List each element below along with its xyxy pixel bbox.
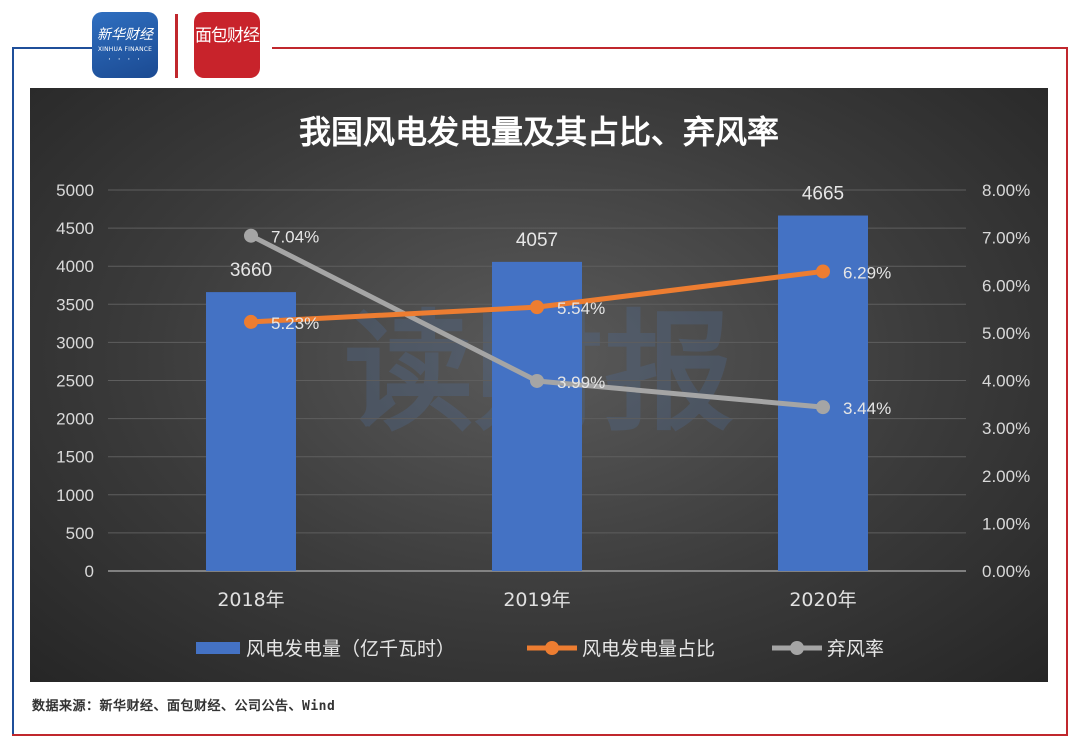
generation-bar xyxy=(206,292,296,571)
chart-title: 我国风电发电量及其占比、弃风率 xyxy=(299,113,779,151)
x-axis-tick-label: 2020年 xyxy=(789,589,856,611)
right-axis-tick-label: 6.00% xyxy=(982,276,1030,295)
xinhua-logo-en: XINHUA FINANCE xyxy=(97,46,153,53)
share-point-label: 5.23% xyxy=(271,314,319,333)
left-axis-tick-label: 3500 xyxy=(56,295,94,314)
left-axis-tick-label: 1500 xyxy=(56,448,94,467)
mianbao-logo-text: 面包财经 xyxy=(195,26,260,46)
chart-legend: 风电发电量（亿千瓦时） 风电发电量占比 弃风率 xyxy=(196,638,884,660)
frame-top-right-line xyxy=(272,47,1068,49)
bar-series xyxy=(206,215,868,571)
frame-top-left-line xyxy=(12,47,92,49)
share-point xyxy=(816,264,830,279)
curtailment-point xyxy=(816,400,830,415)
left-axis-tick-label: 0 xyxy=(85,562,94,581)
logo-separator xyxy=(175,14,178,78)
right-axis-tick-label: 8.00% xyxy=(982,181,1030,200)
line-series xyxy=(244,228,830,415)
left-axis-ticks: 0 500 1000 1500 2000 2500 3000 3500 4000 4500 5000 xyxy=(56,181,94,581)
mianbao-finance-logo: 面包财经 xyxy=(194,12,260,78)
right-axis-tick-label: 2.00% xyxy=(982,467,1030,486)
generation-bar-label: 3660 xyxy=(230,260,272,281)
x-axis-tick-label: 2019年 xyxy=(503,589,570,611)
right-axis-tick-label: 0.00% xyxy=(982,562,1030,581)
legend-label-generation: 风电发电量（亿千瓦时） xyxy=(246,638,455,660)
data-labels: 3660 4057 4665 7.04% 3.99% 3.44% 5.23% 5.54% 6.2… xyxy=(230,184,891,419)
xinhua-finance-logo: 新华财经 XINHUA FINANCE · · · · xyxy=(92,12,158,78)
x-axis-tick-label: 2018年 xyxy=(217,589,284,611)
chart-svg: 读财报 我国风电发电量及其占比、弃风率 05001000150020002500… xyxy=(56,113,1030,660)
curtailment-point-label: 7.04% xyxy=(271,228,319,247)
left-axis-tick-label: 2000 xyxy=(56,410,94,429)
curtailment-point-label: 3.99% xyxy=(557,373,605,392)
xinhua-logo-cn: 新华财经 xyxy=(97,27,153,43)
legend-label-curtailment: 弃风率 xyxy=(827,638,884,660)
right-axis-ticks: 0.00% 1.00% 2.00% 3.00% 4.00% 5.00% 6.00% 7.00%… xyxy=(982,181,1030,581)
xinhua-logo-dots: · · · · xyxy=(107,55,143,65)
right-axis-tick-label: 4.00% xyxy=(982,372,1030,391)
share-point-label: 5.54% xyxy=(557,299,605,318)
frame-right-line xyxy=(1066,47,1068,736)
frame-bottom-line xyxy=(12,734,1068,736)
left-axis-tick-label: 3000 xyxy=(56,333,94,352)
x-axis-ticks: 2018年 2019年 2020年 xyxy=(217,589,856,611)
right-axis-tick-label: 7.00% xyxy=(982,229,1030,248)
right-axis-tick-label: 5.00% xyxy=(982,324,1030,343)
left-axis-tick-label: 4000 xyxy=(56,257,94,276)
legend-swatch-share-point xyxy=(545,641,559,655)
right-axis-tick-label: 3.00% xyxy=(982,419,1030,438)
left-axis-tick-label: 4500 xyxy=(56,219,94,238)
legend-swatch-generation xyxy=(196,642,240,654)
left-axis-tick-label: 5000 xyxy=(56,181,94,200)
left-axis-tick-label: 500 xyxy=(66,524,94,543)
left-axis-tick-label: 1000 xyxy=(56,486,94,505)
generation-bar-label: 4057 xyxy=(516,230,558,251)
source-note: 数据来源：新华财经、面包财经、公司公告、Wind xyxy=(32,699,336,714)
curtailment-point xyxy=(244,228,258,243)
legend-swatch-curtailment-point xyxy=(790,641,804,655)
frame-left-line xyxy=(12,47,14,736)
chart-panel: 读财报 我国风电发电量及其占比、弃风率 05001000150020002500… xyxy=(30,88,1048,682)
legend-label-share: 风电发电量占比 xyxy=(582,638,715,660)
share-point xyxy=(244,314,258,329)
share-point xyxy=(530,300,544,315)
generation-bar-label: 4665 xyxy=(802,184,844,205)
right-axis-tick-label: 1.00% xyxy=(982,514,1030,533)
curtailment-point-label: 3.44% xyxy=(843,399,891,418)
curtailment-point xyxy=(530,373,544,388)
share-point-label: 6.29% xyxy=(843,263,891,282)
left-axis-tick-label: 2500 xyxy=(56,372,94,391)
